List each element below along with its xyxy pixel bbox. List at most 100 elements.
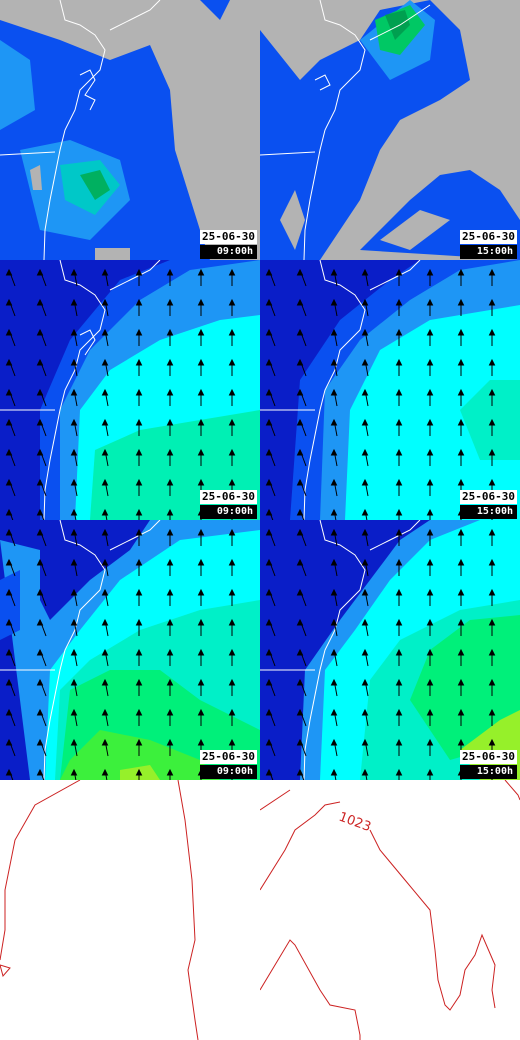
wind-arrow-head: [36, 588, 44, 596]
wind-arrow-head: [265, 588, 273, 596]
wind-arrow-head: [330, 588, 338, 596]
date-label: 25-06-30: [460, 230, 517, 244]
wind-arrow-head: [101, 508, 109, 516]
wind-arrow-head: [228, 618, 236, 626]
wind-arrow-head: [426, 648, 434, 656]
wind-arrow-head: [197, 708, 205, 716]
wind-arrow-head: [228, 388, 236, 396]
wind-arrow-head: [101, 558, 109, 566]
wind-arrow-head: [5, 508, 13, 516]
wind-arrow-head: [135, 448, 143, 456]
wind-arrow-head: [296, 708, 304, 716]
isobar-panel-left: [0, 780, 260, 1040]
wind-arrow-head: [457, 328, 465, 336]
wind-arrow-head: [5, 738, 13, 746]
wind-arrow-head: [265, 528, 273, 536]
wind-arrow-head: [330, 478, 338, 486]
wind-arrow-head: [135, 708, 143, 716]
wind-arrow-head: [296, 528, 304, 536]
map-panel-row1-right: 25-06-30 15:00h: [260, 0, 520, 260]
wind-arrow-head: [166, 448, 174, 456]
timestamp-stamp: 25-06-30 15:00h: [460, 490, 517, 520]
wind-arrow-head: [70, 588, 78, 596]
wind-arrow-head: [70, 268, 78, 276]
wind-arrow-head: [296, 418, 304, 426]
time-label: 15:00h: [460, 765, 517, 779]
wind-arrow-head: [426, 738, 434, 746]
wind-arrow-head: [361, 588, 369, 596]
wind-arrow-head: [197, 448, 205, 456]
wind-arrow-head: [457, 478, 465, 486]
wind-arrow-head: [5, 558, 13, 566]
wind-arrow-head: [426, 558, 434, 566]
wind-arrow-head: [101, 448, 109, 456]
wind-arrow-head: [135, 648, 143, 656]
wind-arrow-head: [361, 448, 369, 456]
wind-arrow-head: [101, 328, 109, 336]
wind-arrow-head: [330, 388, 338, 396]
wind-arrow-head: [296, 358, 304, 366]
timestamp-stamp: 25-06-30 09:00h: [200, 750, 257, 780]
time-label: 09:00h: [200, 245, 257, 259]
wind-arrow-head: [5, 298, 13, 306]
wind-map: [260, 260, 520, 520]
wind-arrow-head: [395, 418, 403, 426]
wind-arrow-head: [166, 268, 174, 276]
wind-arrow-head: [135, 388, 143, 396]
wind-arrow-head: [228, 358, 236, 366]
wind-arrow-head: [395, 588, 403, 596]
wind-arrow-head: [296, 298, 304, 306]
wind-arrow-head: [395, 298, 403, 306]
wind-arrow-head: [101, 768, 109, 776]
wind-arrow-head: [395, 478, 403, 486]
wind-arrow-head: [135, 558, 143, 566]
wind-arrow-head: [135, 528, 143, 536]
wind-arrow-head: [426, 448, 434, 456]
wind-arrow-head: [330, 358, 338, 366]
wind-arrow-head: [135, 358, 143, 366]
wind-arrow-head: [135, 768, 143, 776]
wind-arrow-head: [166, 528, 174, 536]
wind-arrow-head: [166, 478, 174, 486]
isobar-line: [260, 939, 361, 1040]
wind-arrow-head: [488, 268, 496, 276]
wind-arrow-head: [426, 358, 434, 366]
wind-arrow-head: [457, 678, 465, 686]
wind-arrow-head: [361, 738, 369, 746]
wind-arrow-head: [395, 648, 403, 656]
wind-arrow-head: [395, 388, 403, 396]
wind-arrow-head: [361, 558, 369, 566]
wind-arrow-head: [70, 418, 78, 426]
wind-arrow-head: [265, 738, 273, 746]
wind-arrow-head: [36, 558, 44, 566]
wind-arrow-head: [457, 648, 465, 656]
wind-arrow-head: [5, 478, 13, 486]
wind-map: [0, 260, 260, 520]
wind-arrow-head: [101, 478, 109, 486]
wind-arrow-head: [36, 528, 44, 536]
date-label: 25-06-30: [460, 490, 517, 504]
wind-arrow-head: [265, 388, 273, 396]
wind-arrow-head: [70, 508, 78, 516]
time-label: 09:00h: [200, 765, 257, 779]
wind-arrow-head: [296, 268, 304, 276]
wind-arrow-head: [36, 388, 44, 396]
wind-arrow-head: [361, 678, 369, 686]
wind-arrow-head: [265, 298, 273, 306]
wind-arrow-head: [361, 358, 369, 366]
wind-map: [0, 520, 260, 780]
wind-arrow-head: [228, 478, 236, 486]
wind-arrow-head: [166, 618, 174, 626]
wind-arrow-head: [101, 418, 109, 426]
wind-arrow-head: [330, 268, 338, 276]
wind-arrow-head: [5, 268, 13, 276]
wind-arrow-head: [265, 508, 273, 516]
wind-arrow-head: [488, 388, 496, 396]
wind-arrow-head: [296, 448, 304, 456]
wind-arrow-head: [265, 648, 273, 656]
wind-arrow-head: [296, 588, 304, 596]
wind-arrow-head: [488, 298, 496, 306]
wind-arrow-head: [5, 418, 13, 426]
wind-arrow-head: [36, 678, 44, 686]
wind-arrow-head: [296, 508, 304, 516]
